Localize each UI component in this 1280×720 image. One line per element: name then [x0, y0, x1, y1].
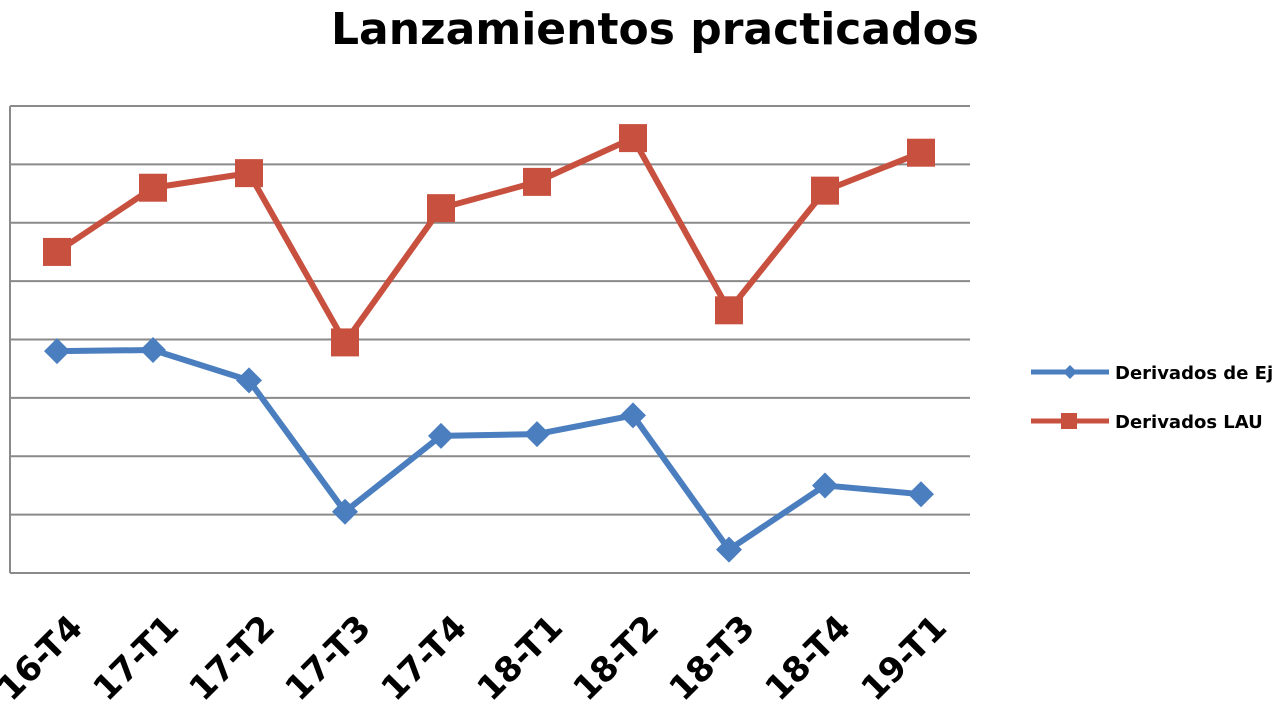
x-tick-label: 18-T1 [470, 608, 571, 709]
data-point [620, 402, 646, 429]
data-point [812, 472, 838, 499]
data-point [140, 337, 166, 364]
data-point [331, 328, 359, 357]
legend-label: Derivados LAU [1115, 412, 1263, 433]
data-point [428, 422, 454, 449]
legend-item: Derivados LAU [1031, 412, 1263, 433]
x-tick-label: 17-T4 [374, 608, 475, 709]
data-point [43, 237, 71, 266]
legend-marker [1063, 365, 1077, 379]
data-point [907, 138, 935, 167]
x-tick-label: 18-T2 [566, 608, 667, 709]
chart-title: Lanzamientos practicados [331, 4, 979, 55]
legend-label: Derivados de Ej [1115, 363, 1273, 384]
data-point [811, 176, 839, 205]
data-point [523, 167, 551, 196]
series-line [55, 135, 923, 346]
series-line [56, 347, 922, 553]
x-tick-label: 18-T3 [662, 608, 763, 709]
x-tick-label: 17-T1 [86, 608, 187, 709]
x-axis-tick-labels: 16-T417-T117-T217-T317-T418-T118-T218-T3… [0, 608, 955, 709]
data-point [235, 159, 263, 188]
data-point [44, 338, 70, 365]
x-tick-label: 17-T3 [278, 608, 379, 709]
data-point [619, 124, 647, 153]
data-point [716, 536, 742, 563]
legend-item: Derivados de Ej [1031, 363, 1273, 384]
legend: Derivados de Ej Derivados LAU [1031, 363, 1273, 433]
gridlines [10, 105, 970, 574]
series-2 [43, 124, 935, 357]
data-point [427, 194, 455, 223]
x-tick-label: 17-T2 [182, 608, 283, 709]
data-point [332, 498, 358, 525]
data-point [715, 296, 743, 325]
legend-marker [1061, 413, 1077, 429]
data-point [236, 367, 262, 394]
data-point [908, 481, 934, 508]
x-tick-label: 19-T1 [854, 608, 955, 709]
series-1 [44, 337, 934, 563]
series-lines [43, 124, 935, 563]
x-tick-label: 18-T4 [758, 608, 859, 709]
data-point [524, 421, 550, 448]
x-tick-label: 16-T4 [0, 608, 91, 709]
data-point [139, 173, 167, 202]
